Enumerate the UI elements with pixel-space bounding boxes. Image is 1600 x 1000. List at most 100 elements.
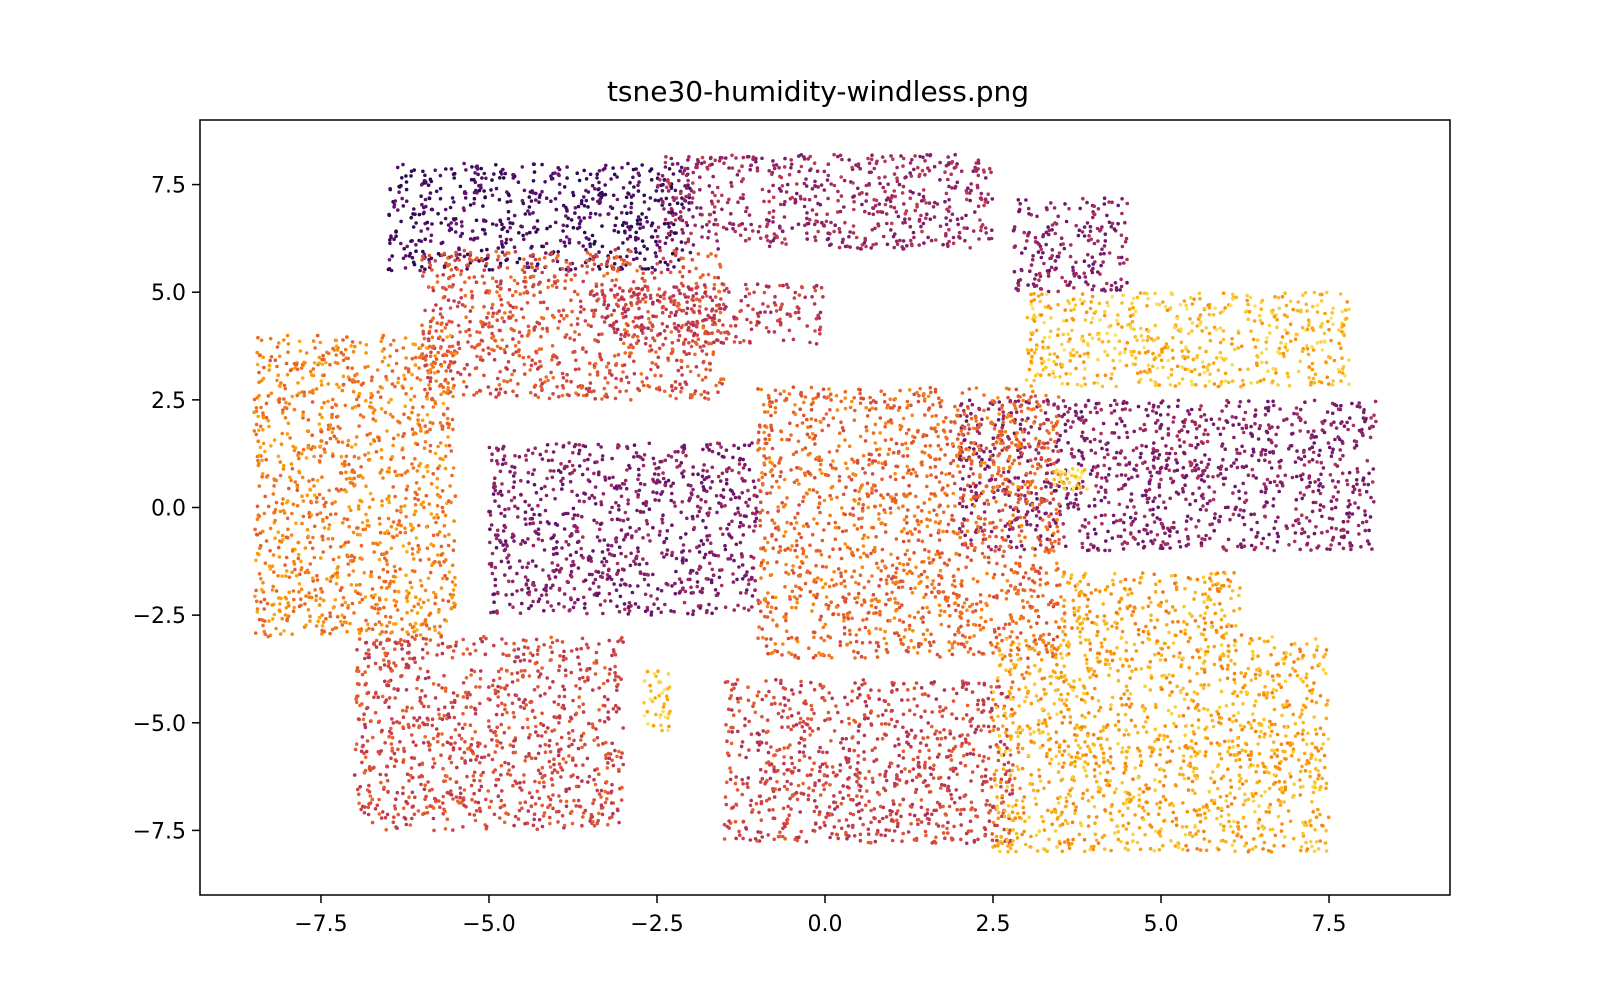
scatter-point	[1330, 517, 1335, 521]
scatter-point	[1165, 308, 1170, 313]
scatter-point	[777, 224, 782, 229]
scatter-point	[962, 487, 967, 492]
scatter-point	[1366, 482, 1371, 487]
scatter-point	[1053, 375, 1057, 379]
scatter-point	[423, 308, 427, 313]
scatter-point	[446, 264, 450, 268]
scatter-point	[1242, 522, 1247, 527]
scatter-point	[1115, 402, 1119, 407]
scatter-point	[421, 405, 425, 409]
scatter-point	[641, 271, 645, 276]
scatter-point	[1151, 499, 1155, 504]
scatter-point	[1251, 474, 1256, 478]
scatter-point	[679, 390, 683, 394]
scatter-point	[1125, 280, 1129, 285]
scatter-point	[629, 224, 633, 229]
scatter-point	[749, 327, 754, 332]
scatter-point	[1303, 400, 1307, 405]
scatter-point	[1147, 481, 1152, 486]
scatter-point	[751, 307, 755, 312]
scatter-point	[711, 322, 715, 327]
scatter-point	[1369, 495, 1373, 500]
scatter-point	[1038, 299, 1042, 304]
scatter-point	[1087, 332, 1092, 337]
scatter-point	[1300, 349, 1305, 354]
scatter-point	[1283, 328, 1288, 332]
scatter-point	[1270, 311, 1275, 316]
scatter-point	[1120, 486, 1124, 491]
scatter-point	[662, 207, 666, 211]
scatter-point	[745, 155, 750, 159]
scatter-point	[987, 478, 992, 483]
scatter-point	[1123, 347, 1128, 351]
scatter-point	[481, 204, 485, 208]
scatter-point	[700, 155, 705, 160]
scatter-point	[814, 342, 819, 346]
scatter-point	[464, 168, 468, 172]
scatter-point	[698, 187, 702, 192]
scatter-point	[700, 213, 704, 217]
scatter-point	[1066, 299, 1070, 303]
scatter-point	[433, 628, 438, 633]
scatter-point	[1327, 516, 1332, 521]
scatter-point	[1032, 319, 1037, 323]
scatter-point	[1199, 494, 1204, 498]
scatter-point	[293, 567, 297, 572]
scatter-point	[429, 482, 434, 486]
scatter-point	[509, 275, 513, 279]
scatter-point	[857, 192, 862, 196]
scatter-point	[1028, 523, 1033, 527]
scatter-point	[1050, 254, 1054, 258]
scatter-point	[436, 444, 440, 449]
scatter-point	[382, 356, 387, 360]
scatter-point	[1318, 448, 1322, 453]
scatter-point	[1249, 527, 1254, 532]
scatter-point	[490, 331, 494, 336]
scatter-point	[660, 173, 665, 178]
scatter-point	[1274, 432, 1278, 437]
scatter-point	[1023, 493, 1027, 498]
scatter-point	[1119, 473, 1124, 477]
scatter-point	[1074, 260, 1078, 265]
scatter-point	[463, 196, 468, 200]
scatter-point	[598, 352, 602, 356]
scatter-point	[445, 416, 450, 421]
scatter-point	[1272, 479, 1277, 484]
scatter-point	[784, 242, 788, 246]
scatter-point	[908, 196, 913, 201]
scatter-point	[629, 201, 634, 206]
scatter-point	[490, 178, 494, 182]
scatter-point	[724, 305, 728, 309]
scatter-point	[1333, 485, 1338, 489]
scatter-point	[428, 427, 432, 432]
scatter-point	[642, 200, 647, 204]
scatter-point	[1208, 522, 1212, 527]
scatter-point	[302, 393, 307, 398]
scatter-point	[944, 191, 949, 196]
scatter-point	[1202, 468, 1207, 473]
scatter-point	[673, 325, 677, 330]
scatter-point	[1029, 359, 1033, 364]
scatter-point	[621, 262, 625, 266]
scatter-point	[314, 598, 318, 602]
scatter-point	[1087, 264, 1091, 268]
scatter-point	[462, 366, 467, 371]
scatter-point	[647, 207, 651, 211]
scatter-point	[871, 212, 876, 217]
scatter-point	[393, 384, 397, 389]
scatter-point	[523, 372, 527, 376]
scatter-point	[670, 341, 675, 345]
scatter-point	[1026, 206, 1031, 211]
scatter-point	[492, 348, 496, 353]
scatter-point	[520, 165, 525, 169]
scatter-point	[889, 196, 894, 200]
scatter-point	[1163, 304, 1168, 309]
scatter-point	[537, 321, 542, 326]
scatter-point	[755, 311, 760, 316]
scatter-point	[1341, 453, 1345, 458]
scatter-point	[766, 304, 770, 309]
scatter-point	[559, 313, 564, 318]
scatter-point	[1337, 328, 1341, 332]
scatter-point	[1218, 326, 1223, 330]
scatter-point	[1193, 498, 1198, 503]
